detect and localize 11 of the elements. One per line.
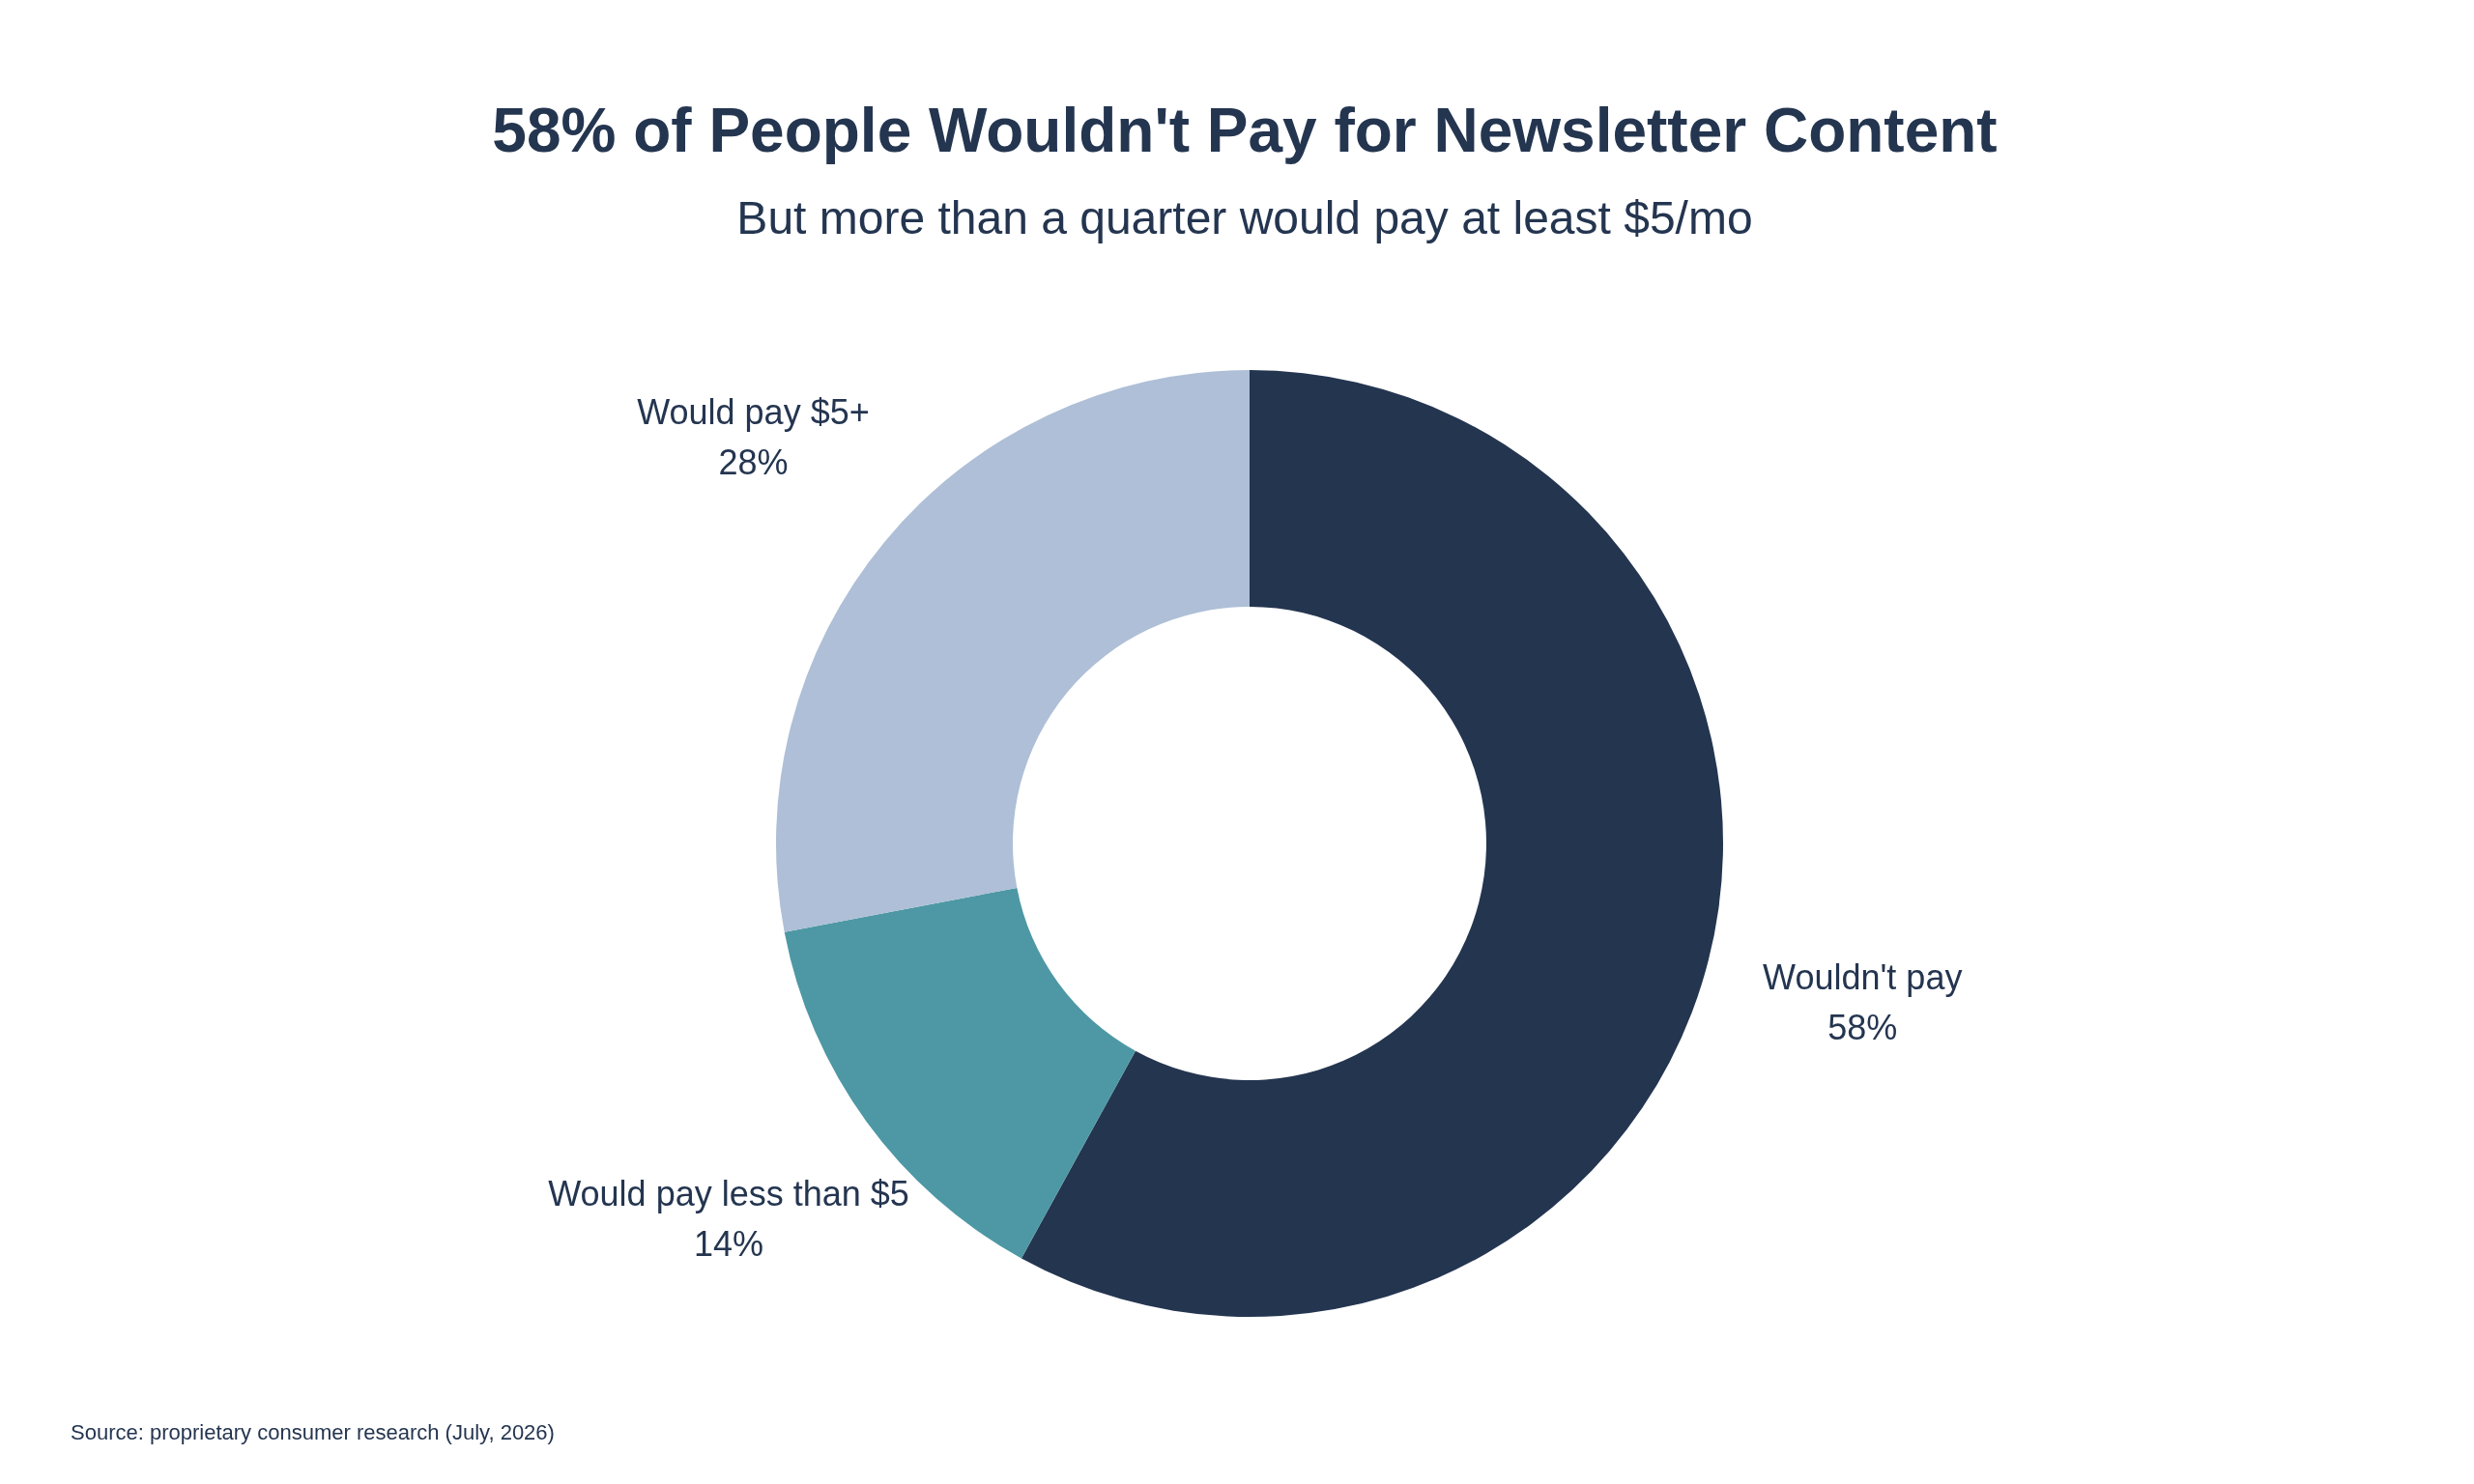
data-label: 58% xyxy=(1827,1008,1898,1048)
slice-label: Wouldn't pay xyxy=(1763,957,1963,998)
donut-slice xyxy=(784,887,1136,1259)
chart-title: 58% of People Wouldn't Pay for Newsletter Content xyxy=(491,95,1999,166)
donut-slice xyxy=(1021,370,1723,1317)
data-label: 28% xyxy=(718,442,789,483)
source-note: Source: proprietary consumer research (July, 2026) xyxy=(71,1420,555,1445)
slice-label: Would pay less than $5 xyxy=(548,1173,909,1213)
data-label: 14% xyxy=(694,1223,764,1264)
slice-label: Would pay $5+ xyxy=(637,392,870,433)
chart-subtitle: But more than a quarter would pay at least $5/mo xyxy=(735,191,1754,244)
